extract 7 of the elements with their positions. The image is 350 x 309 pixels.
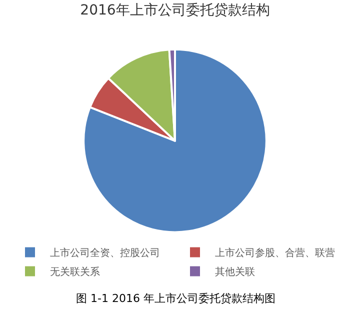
chart-title: 2016年上市公司委托贷款结构 xyxy=(80,2,270,18)
legend-label: 无关联关系 xyxy=(50,266,100,278)
caption: 图 1-1 2016 年上市公司委托贷款结构图 xyxy=(76,292,276,305)
pie-slice xyxy=(82,48,268,234)
legend-label: 其他关联 xyxy=(215,266,255,278)
legend-label: 上市公司参股、合营、联营 xyxy=(215,247,335,260)
legend-label: 上市公司全资、控股公司 xyxy=(50,247,160,260)
